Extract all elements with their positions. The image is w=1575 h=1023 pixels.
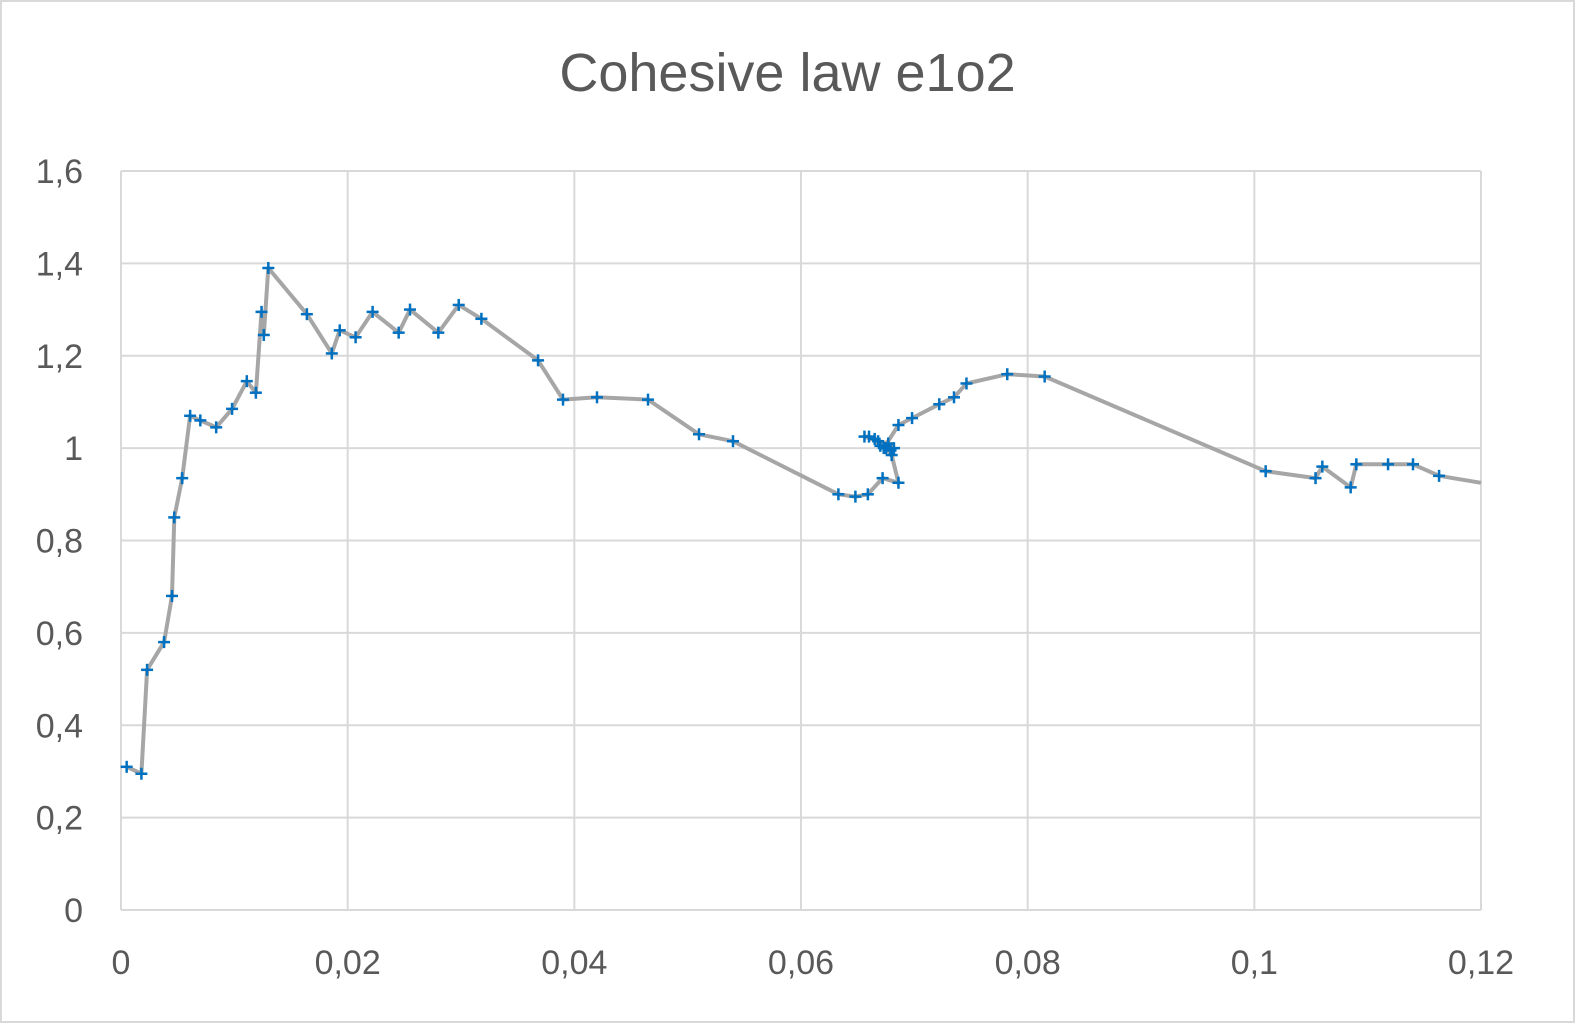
data-point-marker: [404, 303, 416, 316]
x-tick-label: 0,04: [541, 944, 607, 982]
data-point-marker: [861, 488, 874, 501]
x-tick-label: 0,06: [768, 944, 834, 982]
data-point-marker: [1001, 368, 1014, 381]
data-point-marker: [1350, 458, 1363, 471]
grid-lines: [121, 170, 1482, 910]
data-point-marker: [532, 354, 545, 367]
data-point-marker: [1382, 458, 1395, 471]
data-point-marker: [849, 490, 862, 503]
chart-title: Cohesive law e1o2: [559, 43, 1016, 103]
data-point-marker: [1316, 460, 1329, 473]
x-tick-label: 0,12: [1448, 944, 1514, 982]
data-point-marker: [884, 444, 897, 457]
data-point-marker: [948, 391, 960, 404]
y-tick-label: 0,4: [36, 707, 83, 745]
x-tick-label: 0,1: [1231, 944, 1278, 982]
data-point-marker: [475, 312, 488, 325]
data-point-marker: [727, 435, 739, 448]
axes: [120, 171, 1481, 911]
y-tick-label: 1: [64, 430, 83, 468]
x-tick-label: 0,08: [995, 944, 1061, 982]
data-point-marker: [1407, 458, 1419, 471]
data-point-marker: [892, 476, 905, 489]
data-point-marker: [240, 375, 253, 388]
data-point-marker: [858, 430, 871, 443]
series-line: [125, 266, 1482, 776]
data-point-marker: [168, 511, 181, 524]
data-point-marker: [349, 331, 362, 344]
data-point-marker: [960, 377, 973, 390]
y-tick-label: 1,6: [36, 153, 83, 191]
data-point-marker: [1433, 469, 1446, 482]
data-point-marker: [120, 760, 133, 773]
data-point-marker: [366, 305, 379, 318]
data-point-marker: [1344, 481, 1357, 494]
data-point-marker: [176, 472, 189, 485]
tick-labels: 0 0,2 0,4 0,6 0,8 1 1,2 1,4 1,6 0 0,02 0,04 0,06 0,08…: [36, 153, 1514, 982]
data-point-marker: [262, 261, 275, 274]
data-point-marker: [877, 442, 890, 455]
data-point-marker: [933, 398, 946, 411]
y-tick-label: 0,2: [36, 800, 83, 838]
data-point-marker: [249, 386, 262, 399]
data-point-marker: [872, 435, 885, 448]
data-point-marker: [141, 663, 154, 676]
y-tick-label: 0,6: [36, 615, 83, 653]
data-point-marker: [892, 419, 905, 432]
data-point-marker: [432, 326, 445, 339]
y-tick-label: 0: [64, 892, 83, 930]
data-point-marker: [226, 402, 239, 415]
y-tick-label: 1,2: [36, 338, 83, 376]
data-point-marker: [1038, 370, 1051, 383]
data-point-marker: [1309, 472, 1322, 485]
data-point-marker: [257, 328, 270, 341]
y-tick-label: 1,4: [36, 245, 83, 283]
data-point-marker: [300, 308, 313, 321]
data-point-marker: [591, 391, 603, 404]
data-point-marker: [642, 393, 654, 406]
data-point-marker: [184, 409, 197, 422]
y-tick-label: 0,8: [36, 523, 83, 561]
data-point-marker: [333, 324, 346, 337]
series-group: [120, 261, 1482, 780]
x-tick-label: 0,02: [315, 944, 381, 982]
data-point-marker: [210, 421, 223, 434]
data-point-marker: [166, 589, 178, 602]
data-point-marker: [906, 412, 919, 425]
data-point-marker: [557, 393, 569, 406]
data-point-marker: [452, 298, 465, 311]
data-point-marker: [1259, 465, 1272, 478]
data-point-marker: [693, 428, 705, 441]
data-point-marker: [194, 414, 207, 427]
data-point-marker: [832, 488, 845, 501]
data-point-marker: [876, 472, 889, 485]
data-point-marker: [255, 305, 268, 318]
x-tick-label: 0: [112, 944, 131, 982]
data-point-marker: [135, 767, 148, 780]
data-point-marker: [392, 326, 405, 339]
data-point-marker: [325, 347, 338, 360]
data-point-marker: [158, 636, 171, 649]
